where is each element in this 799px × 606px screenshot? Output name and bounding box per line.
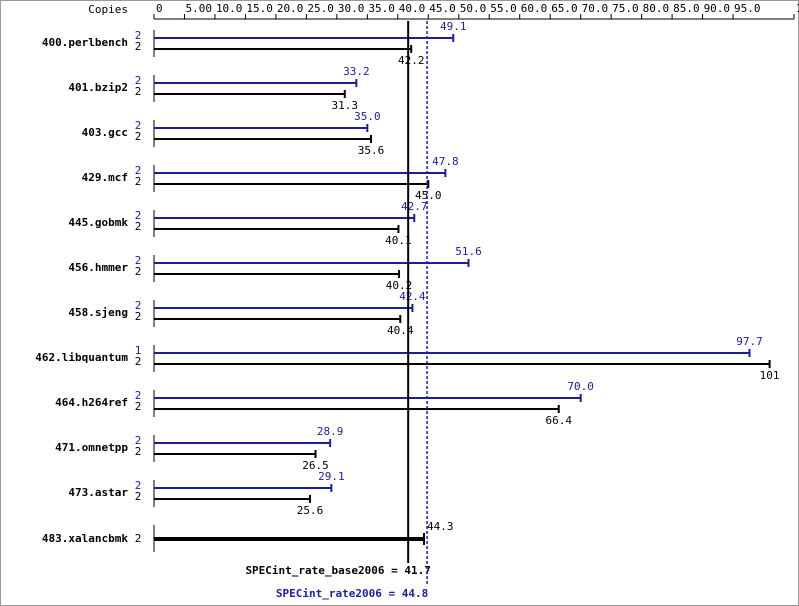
copies: 1 <box>135 344 142 357</box>
value-label: 33.2 <box>343 65 370 78</box>
benchmark-label: 400.perlbench <box>42 36 128 49</box>
benchmark-label: 445.gobmk <box>68 216 128 229</box>
value-label: 66.4 <box>545 414 572 427</box>
value-label: 35.6 <box>358 144 385 157</box>
value-label: 40.1 <box>385 234 412 247</box>
copies: 2 <box>135 400 142 413</box>
value-label: 35.0 <box>354 110 381 123</box>
copies: 2 <box>135 119 142 132</box>
x-axis-label: Copies <box>88 3 128 16</box>
copies: 2 <box>135 220 142 233</box>
value-label: 97.7 <box>736 335 763 348</box>
x-tick-label: 85.0 <box>673 2 700 15</box>
benchmark-label: 458.sjeng <box>68 306 128 319</box>
value-label: 42.2 <box>398 54 425 67</box>
summary-label: SPECint_rate_base2006 = 41.7 <box>245 564 430 577</box>
copies: 2 <box>135 310 142 323</box>
benchmark-label: 401.bzip2 <box>68 81 128 94</box>
copies: 2 <box>135 175 142 188</box>
value-label: 101 <box>760 369 780 382</box>
x-tick-label: 65.0 <box>551 2 578 15</box>
x-tick-label: 75.0 <box>612 2 639 15</box>
copies: 2 <box>135 130 142 143</box>
benchmark-label: 403.gcc <box>82 126 128 139</box>
value-label: 25.6 <box>297 504 324 517</box>
copies: 2 <box>135 164 142 177</box>
copies: 2 <box>135 490 142 503</box>
x-tick-label: 35.0 <box>368 2 395 15</box>
copies: 2 <box>135 479 142 492</box>
benchmark-label: 462.libquantum <box>35 351 128 364</box>
copies: 2 <box>135 40 142 53</box>
value-label: 42.7 <box>401 200 428 213</box>
x-tick-label: 95.0 <box>734 2 761 15</box>
value-label: 70.0 <box>567 380 594 393</box>
x-tick-label: 55.0 <box>490 2 517 15</box>
copies: 2 <box>135 532 142 545</box>
value-label: 49.1 <box>440 20 467 33</box>
x-tick-label: 20.0 <box>277 2 304 15</box>
copies: 2 <box>135 254 142 267</box>
copies: 2 <box>135 389 142 402</box>
copies: 2 <box>135 29 142 42</box>
x-tick-label: 105 <box>796 2 799 15</box>
value-label: 44.3 <box>427 520 454 533</box>
value-label: 47.8 <box>432 155 459 168</box>
copies: 2 <box>135 355 142 368</box>
value-label: 45.0 <box>415 189 442 202</box>
copies: 2 <box>135 85 142 98</box>
benchmark-label: 456.hmmer <box>68 261 128 274</box>
copies: 2 <box>135 434 142 447</box>
copies: 2 <box>135 209 142 222</box>
x-tick-label: 60.0 <box>521 2 548 15</box>
value-label: 28.9 <box>317 425 344 438</box>
copies: 2 <box>135 445 142 458</box>
value-label: 40.4 <box>387 324 414 337</box>
value-label: 40.2 <box>386 279 413 292</box>
x-tick-label: 25.0 <box>307 2 334 15</box>
benchmark-label: 483.xalancbmk <box>42 532 128 545</box>
benchmark-label: 471.omnetpp <box>55 441 128 454</box>
benchmark-label: 429.mcf <box>82 171 128 184</box>
x-tick-label: 40.0 <box>399 2 426 15</box>
x-tick-label: 10.0 <box>216 2 243 15</box>
benchmark-label: 464.h264ref <box>55 396 128 409</box>
value-label: 51.6 <box>455 245 482 258</box>
value-label: 42.4 <box>399 290 426 303</box>
x-tick-label: 45.0 <box>429 2 456 15</box>
x-tick-label: 5.00 <box>185 2 212 15</box>
x-tick-label: 80.0 <box>643 2 670 15</box>
x-tick-label: 30.0 <box>338 2 365 15</box>
value-label: 29.1 <box>318 470 345 483</box>
x-tick-label: 90.0 <box>704 2 731 15</box>
x-tick-label: 0 <box>156 2 163 15</box>
benchmark-label: 473.astar <box>68 486 128 499</box>
copies: 2 <box>135 265 142 278</box>
copies: 2 <box>135 74 142 87</box>
copies: 2 <box>135 299 142 312</box>
x-tick-label: 15.0 <box>246 2 273 15</box>
x-tick-label: 50.0 <box>460 2 487 15</box>
value-label: 31.3 <box>332 99 359 112</box>
x-tick-label: 70.0 <box>582 2 609 15</box>
value-label: 26.5 <box>302 459 329 472</box>
summary-label: SPECint_rate2006 = 44.8 <box>276 587 428 600</box>
